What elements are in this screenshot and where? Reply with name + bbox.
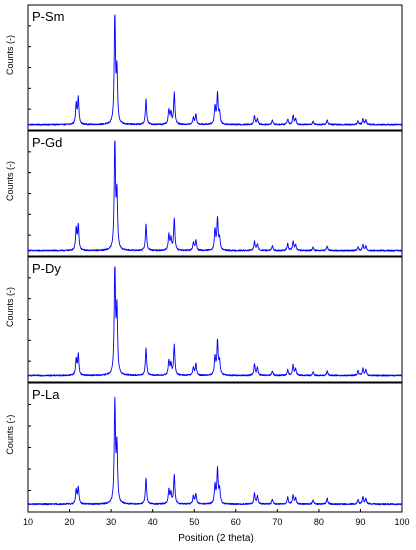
x-tick-label: 60 (231, 517, 241, 527)
x-tick-label: 50 (189, 517, 199, 527)
xrd-trace-p-sm (27, 14, 403, 126)
x-tick-label: 40 (148, 517, 158, 527)
x-tick-label: 10 (23, 517, 33, 527)
x-tick-label: 90 (355, 517, 365, 527)
x-tick-label: 20 (65, 517, 75, 527)
panel-frame (27, 382, 403, 513)
panel-p-gd: P-Gd Counts (-) (5, 130, 403, 257)
x-tick-label: 30 (106, 517, 116, 527)
y-axis-label: Counts (-) (5, 161, 15, 201)
panel-frame (27, 4, 403, 131)
panel-name: P-Dy (32, 261, 61, 276)
x-tick-label: 100 (394, 517, 409, 527)
panel-p-dy: P-Dy Counts (-) (5, 256, 403, 383)
panel-name: P-La (32, 387, 60, 402)
panel-frame (27, 256, 403, 383)
y-axis-label: Counts (-) (5, 415, 15, 455)
xrd-trace-p-la (27, 396, 403, 506)
x-axis: 10 20 30 40 50 60 70 80 90 100 (23, 509, 410, 527)
panels-group: P-Sm Counts (-) P-Gd Counts (-) P-Dy Counts (… (5, 4, 403, 513)
y-axis-label: Counts (-) (5, 287, 15, 327)
xrd-trace-p-gd (27, 140, 403, 252)
panel-p-la: P-La Counts (-) (5, 382, 403, 513)
x-axis-label: Position (2 theta) (178, 533, 254, 544)
panel-frame (27, 130, 403, 257)
x-tick-label: 70 (272, 517, 282, 527)
panel-name: P-Gd (32, 135, 62, 150)
xrd-trace-p-dy (27, 266, 403, 377)
panel-p-sm: P-Sm Counts (-) (5, 4, 403, 131)
y-axis-label: Counts (-) (5, 35, 15, 75)
panel-name: P-Sm (32, 9, 65, 24)
x-tick-label: 80 (314, 517, 324, 527)
